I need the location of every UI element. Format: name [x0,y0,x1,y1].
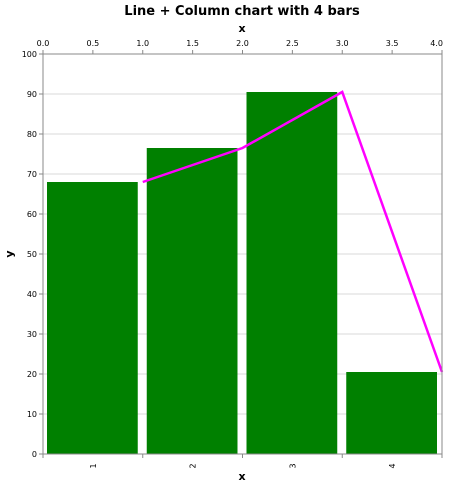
x-category-label: 2 [189,463,198,468]
y-tick-label: 40 [27,290,37,299]
y-tick-label: 90 [27,90,37,99]
bar-series [47,92,437,454]
top-x-tick-label: 2.5 [286,39,299,48]
axes: 0 10 20 30 40 50 60 70 80 90 100 1 2 3 4 0.0 0.5 1.0 1.5 2.… [22,39,443,469]
top-x-tick-label: 1.0 [136,39,149,48]
y-tick-label: 50 [27,250,37,259]
top-x-tick-label: 4.0 [430,39,443,48]
bar [346,372,437,454]
y-tick-label: 30 [27,330,37,339]
y-tick-label: 60 [27,210,37,219]
chart-title: Line + Column chart with 4 bars [124,4,360,19]
y-tick-label: 0 [32,450,37,459]
line-path [142,90,444,373]
bar [146,148,238,454]
y-tick-label: 80 [27,130,37,139]
x-category-label: 4 [388,463,397,468]
top-x-tick-label: 0.0 [37,39,50,48]
top-x-axis-title: x [238,22,245,35]
x-axis-title: x [238,470,245,483]
y-tick-label: 100 [22,50,37,59]
top-x-tick-label: 3.5 [386,39,399,48]
bar [246,92,338,454]
bar [47,182,138,454]
y-tick-label: 70 [27,170,37,179]
x-category-label: 3 [288,463,297,468]
y-axis-title: y [3,250,16,257]
x-category-label: 1 [89,463,98,468]
top-x-tick-label: 1.5 [186,39,199,48]
line-series [142,90,444,373]
top-x-tick-label: 2.0 [236,39,249,48]
top-x-tick-label: 0.5 [87,39,100,48]
y-tick-label: 10 [27,410,37,419]
y-tick-label: 20 [27,370,37,379]
top-x-tick-label: 3.0 [336,39,349,48]
